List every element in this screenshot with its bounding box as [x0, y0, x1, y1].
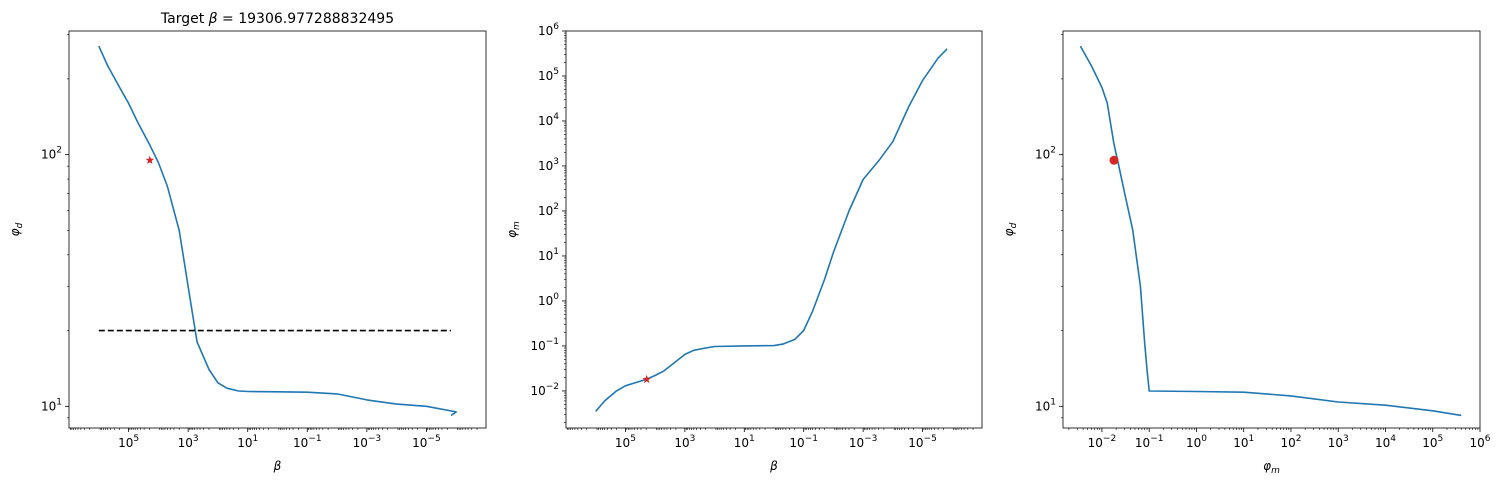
y-tick-label: 10−2: [530, 382, 559, 398]
chart-title: Target β = 19306.977288832495: [160, 11, 394, 27]
x-tick-label: 10−5: [412, 434, 441, 450]
y-tick-label: 102: [1035, 146, 1056, 162]
y-tick-label: 106: [538, 22, 559, 38]
series-line: [98, 45, 458, 417]
x-tick-label: 105: [615, 434, 636, 450]
y-tick-label: 101: [41, 397, 62, 413]
x-tick-label: 10−1: [1135, 434, 1164, 450]
y-tick-label: 10−1: [530, 337, 559, 353]
x-tick-label: 103: [1328, 434, 1349, 450]
current-point-marker: [1109, 155, 1119, 165]
y-axis-label: φm: [505, 221, 522, 238]
y-tick-label: 102: [538, 202, 559, 218]
y-tick-label: 102: [41, 146, 62, 162]
y-tick-label: 101: [538, 247, 559, 263]
x-tick-label: 103: [674, 434, 695, 450]
plot-frame: [1062, 30, 1481, 429]
chart-panel-1: 105 103 101 10−1 10−3 10−5 101 102 β φd Target β =…: [8, 11, 487, 473]
x-tick-label: 10−5: [908, 434, 937, 450]
y-tick-label: 104: [538, 112, 559, 128]
target-beta-star-marker: [642, 374, 651, 384]
x-tick-label: 101: [1233, 434, 1254, 450]
y-tick-label: 101: [1035, 397, 1056, 413]
target-beta-star-marker: [145, 155, 155, 164]
y-tick-label: 103: [538, 157, 559, 173]
series-line: [1079, 45, 1462, 417]
x-axis-label: β: [273, 459, 282, 473]
series-line: [595, 48, 948, 412]
plot-frame: [68, 30, 487, 429]
x-tick-label: 104: [1375, 434, 1396, 450]
x-tick-label: 10−3: [849, 434, 878, 450]
x-tick-label: 105: [118, 434, 139, 450]
x-tick-label: 101: [734, 434, 755, 450]
x-tick-label: 100: [1186, 434, 1207, 450]
y-tick-label: 105: [538, 67, 559, 83]
x-tick-label: 105: [1422, 434, 1443, 450]
x-tick-label: 10−3: [353, 434, 382, 450]
x-axis-label: β: [769, 459, 778, 473]
x-tick-label: 106: [1469, 434, 1490, 450]
plot-frame: [565, 30, 983, 429]
chart-panel-2: 105 103 101 10−1 10−3 10−5 10−2 10−1 100 101 102 10…: [505, 22, 983, 473]
y-tick-label: 100: [538, 292, 559, 308]
x-tick-label: 10−2: [1088, 434, 1117, 450]
x-tick-label: 10−1: [789, 434, 818, 450]
y-axis-label: φd: [8, 222, 25, 236]
x-tick-label: 101: [237, 434, 258, 450]
x-tick-label: 103: [178, 434, 199, 450]
x-tick-label: 10−1: [293, 434, 322, 450]
y-axis-label: φd: [1002, 222, 1019, 236]
x-tick-label: 102: [1280, 434, 1301, 450]
x-axis-label: φm: [1263, 459, 1280, 476]
